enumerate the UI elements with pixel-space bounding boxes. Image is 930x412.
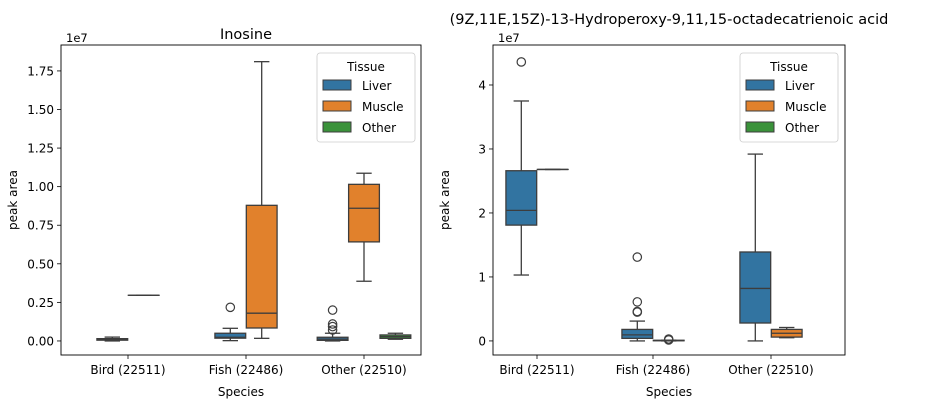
x-tick-label: Bird (22511) [90,363,165,377]
y-tick-label: 1 [478,270,486,284]
box-iqr [506,171,537,225]
box-muscle [349,173,380,281]
box-other [380,333,411,339]
legend-label: Liver [362,79,392,93]
x-tick-label: Bird (22511) [499,363,574,377]
legend-label: Liver [785,79,815,93]
legend-title: Tissue [769,60,808,74]
outlier-point [328,306,336,314]
x-tick-label: Other (22510) [321,363,406,377]
box-muscle [771,327,802,337]
legend-label: Muscle [785,100,827,114]
y-tick-label: 1.50 [27,103,54,117]
legend: Tissue Liver Muscle Other [740,53,838,142]
outlier-point [633,298,641,306]
y-tick-label: 0 [478,334,486,348]
legend-title: Tissue [346,60,385,74]
legend-swatch-liver [323,80,351,90]
box-liver [622,253,653,341]
outlier-point [226,303,234,311]
box-liver [215,303,246,341]
y-axis-label: peak area [6,170,20,230]
y-tick-label: 0.00 [27,334,54,348]
chart-title: Inosine [220,27,272,43]
legend-swatch-other [323,122,351,132]
chart-0: Inosine 1e7 0.00 0.25 0.50 0.75 1.00 1.25 1.50 1.… [6,27,421,399]
legend-label: Other [785,121,819,135]
y-tick-label: 2 [478,206,486,220]
y-tick-label: 1.75 [27,64,54,78]
box-liver [97,337,128,341]
y-tick-label: 0.75 [27,219,54,233]
legend-label: Other [362,121,396,135]
legend-swatch-muscle [323,101,351,111]
x-tick-label: Fish (22486) [209,363,284,377]
outlier-point [633,253,641,261]
box-liver [740,154,771,341]
box-iqr [622,329,653,338]
box-liver [317,306,348,341]
outlier-point [517,58,525,66]
y-tick-label: 1.00 [27,180,54,194]
y-tick-label: 0.50 [27,257,54,271]
box-liver [506,58,537,275]
chart-1: (9Z,11E,15Z)-13-Hydroperoxy-9,11,15-octa… [438,12,888,399]
box-iqr [349,184,380,242]
legend-swatch-liver [746,80,774,90]
y-tick-label: 4 [478,78,486,92]
legend: Tissue Liver Muscle Other [317,53,415,142]
legend-swatch-other [746,122,774,132]
y-axis-label: peak area [438,170,452,230]
legend-swatch-muscle [746,101,774,111]
box-iqr [246,205,277,328]
x-axis-label: Species [646,385,692,399]
y-tick-label: 3 [478,142,486,156]
box-iqr [740,252,771,323]
y-tick-label: 1.25 [27,142,54,156]
y-scale-label: 1e7 [66,31,88,45]
x-tick-label: Fish (22486) [616,363,691,377]
y-scale-label: 1e7 [498,31,520,45]
legend-label: Muscle [362,100,404,114]
x-axis-label: Species [218,385,264,399]
y-tick-label: 0.25 [27,296,54,310]
box-muscle [653,335,684,344]
box-muscle [246,62,277,339]
x-tick-label: Other (22510) [728,363,813,377]
chart-title: (9Z,11E,15Z)-13-Hydroperoxy-9,11,15-octa… [450,12,889,28]
outlier-point [633,308,641,316]
